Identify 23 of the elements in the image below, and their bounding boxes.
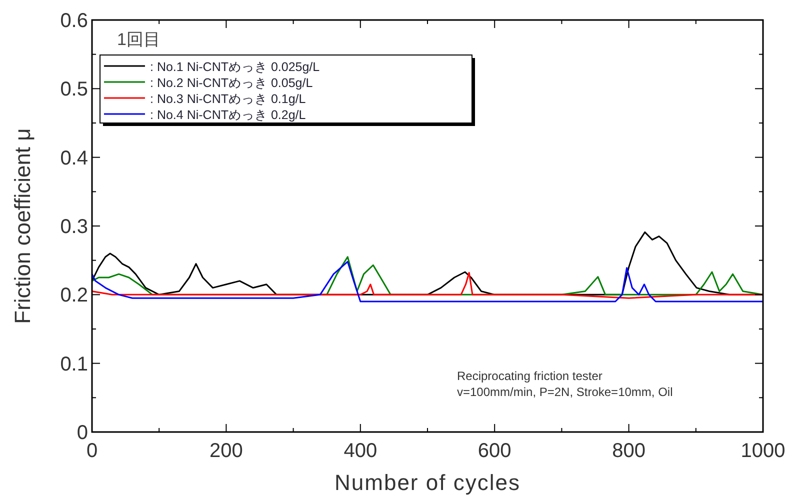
y-tick-label: 0.3: [60, 216, 88, 238]
y-tick-label: 0.2: [60, 284, 88, 307]
x-tick-label: 1000: [740, 440, 786, 462]
x-tick-label: 400: [344, 440, 378, 462]
legend-label: : No.4 Ni-CNTめっき 0.2g/L: [150, 108, 306, 122]
y-tick-label: 0.4: [60, 147, 88, 170]
line-series: [91, 260, 764, 302]
y-tick-label: 0.5: [60, 78, 88, 101]
annotation: v=100mm/min, P=2N, Stroke=10mm, Oil: [457, 385, 673, 399]
legend-label: : No.1 Ni-CNTめっき 0.025g/L: [150, 60, 320, 74]
x-tick-label: 800: [612, 440, 646, 462]
legend-label: : No.2 Ni-CNTめっき 0.05g/L: [150, 76, 313, 90]
x-tick-label: 200: [210, 440, 243, 462]
legend-label: : No.3 Ni-CNTめっき 0.1g/L: [150, 92, 306, 106]
y-tick-label: 0.6: [60, 10, 88, 32]
annotation: Reciprocating friction tester: [457, 369, 602, 383]
x-tick-label: 600: [478, 440, 512, 462]
y-tick-label: 0.1: [60, 353, 88, 376]
y-tick-label: 0: [76, 422, 88, 444]
x-axis-title: Number of cycles: [334, 470, 520, 495]
line-series: [91, 272, 764, 299]
legend-title: 1回目: [117, 30, 160, 49]
y-axis-title: Friction coefficient μ: [10, 128, 35, 324]
